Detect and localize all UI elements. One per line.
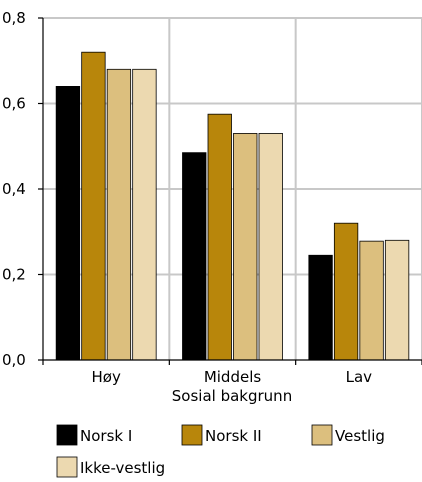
x-tick-label-høy: Høy (91, 368, 120, 386)
bar-vestlig-høy (106, 68, 132, 361)
bar-ikke-vestlig-lav (384, 239, 410, 361)
bar-norsk-i-lav (308, 254, 333, 361)
bar-ikke-vestlig-høy (132, 68, 157, 361)
x-tick-label-lav: Lav (346, 368, 373, 386)
legend-swatch-ikke-vestlig (56, 456, 78, 478)
axes (38, 17, 422, 365)
y-tick-label: 0,4 (2, 180, 26, 198)
y-tick-label: 0,0 (2, 351, 26, 369)
y-tick-label: 0,8 (2, 9, 26, 27)
legend-swatch-norsk-ii (181, 424, 203, 446)
y-tick-label: 0,6 (2, 95, 26, 113)
legend: Norsk I Norsk II Vestlig Ikke-vestlig (56, 424, 385, 478)
bar-vestlig-lav (359, 240, 384, 361)
legend-label-norsk-i: Norsk I (80, 427, 132, 445)
legend-label-norsk-ii: Norsk II (205, 427, 262, 445)
bar-norsk-ii-lav (333, 222, 359, 361)
x-tick-label-middels: Middels (204, 368, 262, 386)
bar-vestlig-middels (233, 133, 258, 361)
legend-label-ikke-vestlig: Ikke-vestlig (80, 459, 165, 477)
legend-swatch-vestlig (311, 424, 333, 446)
bar-ikke-vestlig-middels (258, 133, 283, 361)
bar-norsk-ii-middels (207, 113, 232, 361)
y-tick-labels: 0,0 0,2 0,4 0,6 0,8 (2, 9, 26, 369)
bars-group (55, 51, 410, 361)
bar-norsk-ii-høy (81, 51, 106, 361)
grid-lines (43, 17, 422, 360)
legend-label-vestlig: Vestlig (335, 427, 385, 445)
bar-norsk-i-høy (55, 86, 81, 361)
x-tick-labels: Høy Middels Lav (91, 368, 372, 386)
y-tick-label: 0,2 (2, 266, 26, 284)
x-axis-title: Sosial bakgrunn (172, 387, 292, 405)
legend-swatch-norsk-i (56, 424, 78, 446)
bar-norsk-i-middels (182, 152, 207, 361)
